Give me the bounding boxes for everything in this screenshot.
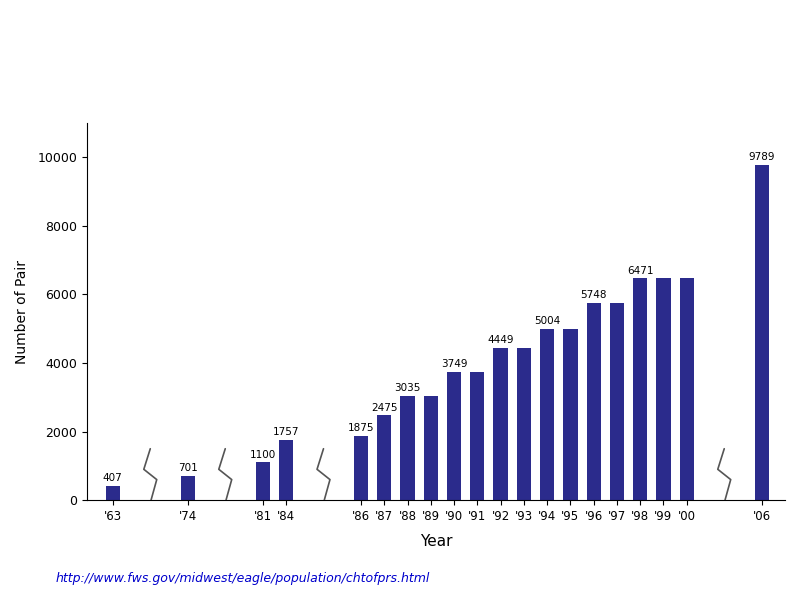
Bar — [540, 329, 554, 500]
Bar — [470, 371, 485, 500]
Text: 1757: 1757 — [273, 427, 299, 437]
Text: 1100: 1100 — [250, 450, 276, 460]
Text: http://www.fws.gov/midwest/eagle/population/chtofprs.html: http://www.fws.gov/midwest/eagle/populat… — [56, 572, 430, 585]
Bar — [517, 347, 531, 500]
Text: 3749: 3749 — [441, 359, 467, 369]
Bar — [106, 486, 120, 500]
Bar — [377, 415, 391, 500]
Bar — [181, 476, 195, 500]
Text: 1875: 1875 — [348, 423, 374, 433]
Y-axis label: Number of Pair: Number of Pair — [15, 260, 29, 364]
Text: 2475: 2475 — [371, 403, 398, 413]
Bar — [680, 278, 694, 500]
Bar — [279, 440, 293, 500]
Bar — [256, 463, 270, 500]
Bar — [754, 164, 769, 500]
Bar — [586, 303, 601, 500]
Bar — [610, 303, 624, 500]
Bar — [494, 347, 508, 500]
Text: 5748: 5748 — [581, 290, 607, 301]
Bar — [401, 396, 414, 500]
Text: 6471: 6471 — [627, 266, 654, 275]
Text: 9789: 9789 — [749, 152, 775, 162]
Text: 4449: 4449 — [487, 335, 514, 345]
Text: 407: 407 — [103, 473, 122, 484]
Text: 3035: 3035 — [394, 383, 421, 394]
Bar — [424, 396, 438, 500]
Text: 5004: 5004 — [534, 316, 560, 326]
Bar — [563, 329, 578, 500]
Bar — [633, 278, 647, 500]
Bar — [354, 436, 368, 500]
X-axis label: Year: Year — [420, 534, 452, 549]
Bar — [656, 278, 670, 500]
Bar — [447, 371, 461, 500]
Text: 701: 701 — [178, 463, 198, 473]
